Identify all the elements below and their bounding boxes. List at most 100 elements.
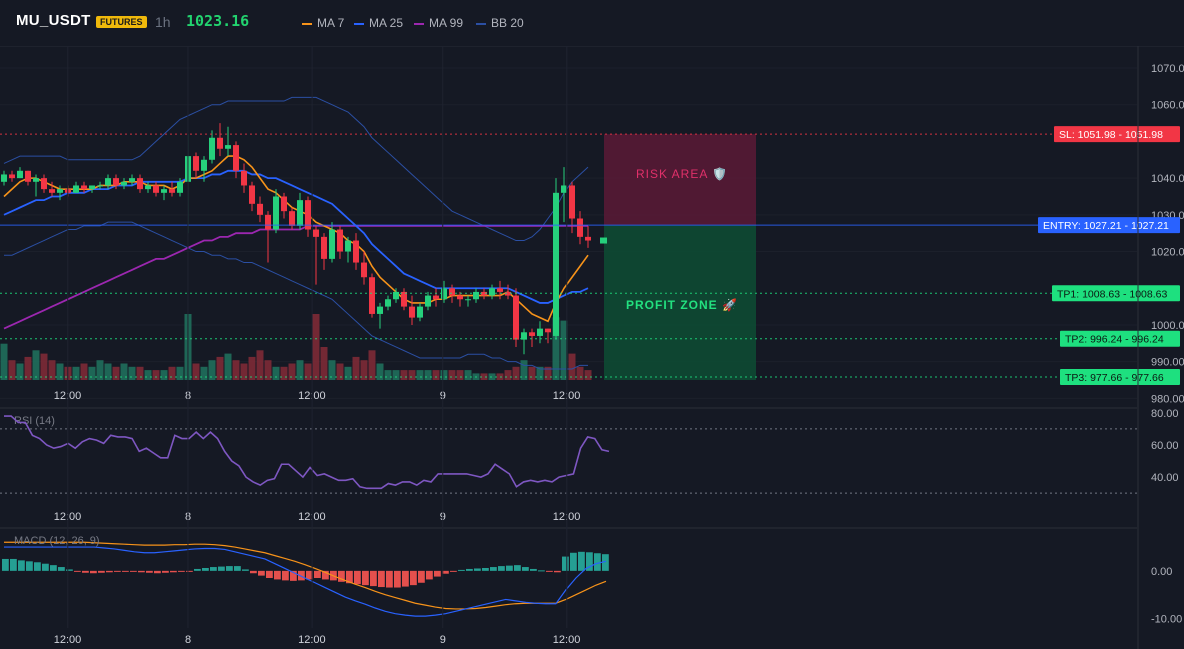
- candle-body[interactable]: [193, 156, 199, 171]
- candle-body[interactable]: [393, 291, 399, 300]
- candle-body[interactable]: [177, 181, 183, 193]
- candle-body[interactable]: [329, 229, 335, 259]
- volume-bar: [584, 370, 592, 380]
- candle-body[interactable]: [49, 189, 55, 193]
- candle-body[interactable]: [289, 211, 295, 226]
- candle-body[interactable]: [73, 185, 79, 193]
- candle-body[interactable]: [321, 236, 327, 259]
- candle-body[interactable]: [25, 170, 31, 182]
- candle-body[interactable]: [137, 178, 143, 190]
- candle-body[interactable]: [249, 185, 255, 204]
- candle-body[interactable]: [97, 185, 103, 187]
- candle-body[interactable]: [353, 240, 359, 263]
- candle-body[interactable]: [577, 218, 583, 237]
- volume-bar: [56, 363, 64, 380]
- macd-histogram-bar: [290, 570, 297, 581]
- candle-body[interactable]: [489, 288, 495, 296]
- legend-bb20[interactable]: BB 20: [476, 16, 524, 30]
- candle-body[interactable]: [153, 185, 159, 193]
- candle-body[interactable]: [361, 262, 367, 278]
- volume-bar: [0, 343, 8, 380]
- candle-body[interactable]: [145, 185, 151, 190]
- risk-area-box[interactable]: [604, 134, 756, 226]
- macd-histogram-bar: [186, 570, 193, 572]
- candle-body[interactable]: [409, 306, 415, 318]
- profit-zone-box[interactable]: [604, 225, 756, 380]
- tp1-level-tag[interactable]: [1052, 285, 1180, 302]
- legend-ma25[interactable]: MA 25: [354, 16, 403, 30]
- candle-body[interactable]: [449, 288, 455, 296]
- candle-body[interactable]: [265, 214, 271, 230]
- candle-body[interactable]: [201, 159, 207, 171]
- trading-chart[interactable]: 1070.001060.001040.001030.001020.001000.…: [0, 46, 1184, 649]
- candle-body[interactable]: [369, 277, 375, 314]
- candle-body[interactable]: [433, 295, 439, 300]
- symbol-title[interactable]: MU_USDT: [16, 12, 91, 29]
- candle-body[interactable]: [161, 189, 167, 193]
- macd-histogram-bar: [10, 558, 17, 571]
- tp3-level-tag[interactable]: [1060, 369, 1180, 385]
- candle-body[interactable]: [473, 291, 479, 300]
- candle-body[interactable]: [521, 332, 527, 340]
- volume-bar: [504, 370, 512, 380]
- candle-body[interactable]: [537, 328, 543, 336]
- candle-body[interactable]: [1, 174, 7, 182]
- candle-body[interactable]: [17, 170, 23, 179]
- candle-body[interactable]: [553, 192, 559, 336]
- candle-body[interactable]: [105, 178, 111, 186]
- candle-body[interactable]: [313, 229, 319, 237]
- volume-bar: [392, 370, 400, 380]
- candle-body[interactable]: [241, 170, 247, 186]
- candle-body[interactable]: [9, 174, 15, 179]
- candle-body[interactable]: [297, 200, 303, 226]
- candle-body[interactable]: [129, 178, 135, 182]
- candle-body[interactable]: [505, 291, 511, 296]
- candle-body[interactable]: [545, 328, 551, 333]
- volume-bar: [432, 370, 440, 380]
- macd-histogram-bar: [250, 570, 257, 574]
- candle-body[interactable]: [41, 178, 47, 190]
- candle-body[interactable]: [377, 306, 383, 314]
- chart-header: MU_USDT FUTURES 1h 1023.16 MA 7 MA 25 MA…: [0, 0, 1184, 46]
- candle-body[interactable]: [57, 189, 63, 193]
- legend-ma99[interactable]: MA 99: [414, 16, 463, 30]
- candle-body[interactable]: [169, 189, 175, 193]
- sl-level-tag[interactable]: [1054, 126, 1180, 143]
- candle-body[interactable]: [513, 295, 519, 340]
- candle-body[interactable]: [465, 299, 471, 301]
- candle-body[interactable]: [209, 137, 215, 160]
- candle-body[interactable]: [441, 288, 447, 300]
- entry-level-tag[interactable]: [1038, 217, 1180, 234]
- candle-body[interactable]: [337, 229, 343, 252]
- candle-body[interactable]: [569, 185, 575, 219]
- candle-body[interactable]: [257, 203, 263, 215]
- candle-body[interactable]: [305, 200, 311, 230]
- candle-body[interactable]: [33, 178, 39, 182]
- candle-body[interactable]: [89, 185, 95, 190]
- candle-body[interactable]: [233, 145, 239, 171]
- macd-histogram-bar: [218, 566, 225, 571]
- price-tick-label: 1020.00: [1151, 247, 1184, 259]
- candle-body[interactable]: [585, 236, 591, 241]
- candle-body[interactable]: [217, 137, 223, 149]
- candle-body[interactable]: [121, 181, 127, 186]
- candle-body[interactable]: [481, 291, 487, 296]
- candle-body[interactable]: [497, 288, 503, 292]
- candle-body[interactable]: [113, 178, 119, 186]
- legend-ma7[interactable]: MA 7: [302, 16, 344, 30]
- candle-body[interactable]: [401, 291, 407, 307]
- candle-body[interactable]: [457, 295, 463, 300]
- candle-body[interactable]: [417, 306, 423, 318]
- tp2-level-tag[interactable]: [1060, 330, 1180, 347]
- candle-body[interactable]: [81, 185, 87, 190]
- candle-body[interactable]: [425, 295, 431, 307]
- timeframe-label[interactable]: 1h: [155, 14, 171, 30]
- candle-body[interactable]: [345, 240, 351, 252]
- candle-body[interactable]: [225, 145, 231, 149]
- candle-body[interactable]: [561, 185, 567, 193]
- candle-body[interactable]: [273, 196, 279, 230]
- candle-body[interactable]: [281, 196, 287, 212]
- candle-body[interactable]: [385, 299, 391, 307]
- legend-swatch-icon: [302, 22, 312, 25]
- candle-body[interactable]: [529, 332, 535, 336]
